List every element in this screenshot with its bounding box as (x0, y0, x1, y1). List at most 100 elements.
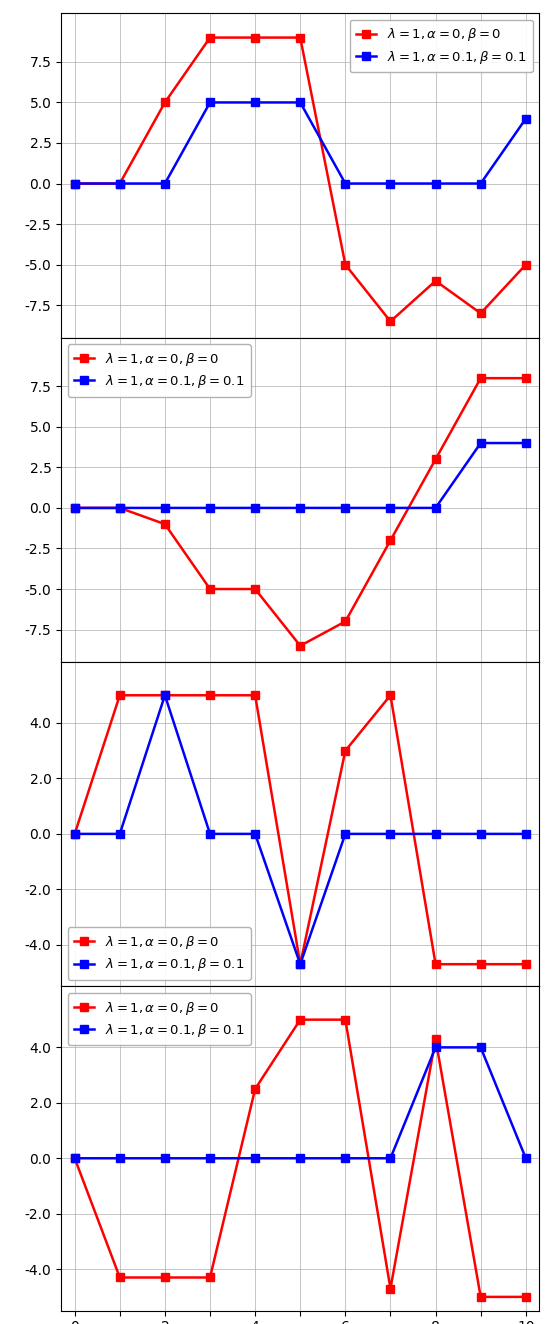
$\lambda = 1, \alpha = 0, \beta = 0$ (523, 1290, 529, 1305)
$\lambda = 1, \alpha = 0, \beta = 0$ (207, 29, 214, 45)
$\lambda = 1, \alpha = 0.1, \beta = 0.1$ (387, 1151, 394, 1166)
Line: $\lambda = 1, \alpha = 0, \beta = 0$: $\lambda = 1, \alpha = 0, \beta = 0$ (71, 33, 530, 326)
$\lambda = 1, \alpha = 0.1, \beta = 0.1$ (297, 1151, 304, 1166)
$\lambda = 1, \alpha = 0, \beta = 0$ (71, 826, 78, 842)
$\lambda = 1, \alpha = 0.1, \beta = 0.1$ (387, 826, 394, 842)
Line: $\lambda = 1, \alpha = 0.1, \beta = 0.1$: $\lambda = 1, \alpha = 0.1, \beta = 0.1$ (71, 98, 530, 188)
$\lambda = 1, \alpha = 0, \beta = 0$ (297, 956, 304, 972)
$\lambda = 1, \alpha = 0.1, \beta = 0.1$ (252, 500, 259, 516)
Line: $\lambda = 1, \alpha = 0, \beta = 0$: $\lambda = 1, \alpha = 0, \beta = 0$ (71, 1016, 530, 1301)
$\lambda = 1, \alpha = 0.1, \beta = 0.1$ (297, 94, 304, 110)
$\lambda = 1, \alpha = 0, \beta = 0$ (297, 1012, 304, 1027)
$\lambda = 1, \alpha = 0, \beta = 0$ (162, 516, 168, 532)
$\lambda = 1, \alpha = 0.1, \beta = 0.1$ (116, 1151, 123, 1166)
$\lambda = 1, \alpha = 0.1, \beta = 0.1$ (71, 500, 78, 516)
$\lambda = 1, \alpha = 0.1, \beta = 0.1$ (207, 94, 214, 110)
$\lambda = 1, \alpha = 0.1, \beta = 0.1$ (478, 826, 484, 842)
$\lambda = 1, \alpha = 0, \beta = 0$ (342, 743, 349, 759)
$\lambda = 1, \alpha = 0.1, \beta = 0.1$ (252, 826, 259, 842)
$\lambda = 1, \alpha = 0.1, \beta = 0.1$ (478, 1039, 484, 1055)
$\lambda = 1, \alpha = 0, \beta = 0$ (207, 687, 214, 703)
$\lambda = 1, \alpha = 0.1, \beta = 0.1$ (252, 94, 259, 110)
Line: $\lambda = 1, \alpha = 0, \beta = 0$: $\lambda = 1, \alpha = 0, \beta = 0$ (71, 373, 530, 650)
$\lambda = 1, \alpha = 0.1, \beta = 0.1$ (297, 500, 304, 516)
$\lambda = 1, \alpha = 0.1, \beta = 0.1$ (162, 687, 168, 703)
$\lambda = 1, \alpha = 0.1, \beta = 0.1$ (478, 436, 484, 451)
$\lambda = 1, \alpha = 0, \beta = 0$ (387, 532, 394, 548)
$\lambda = 1, \alpha = 0, \beta = 0$ (252, 29, 259, 45)
$\lambda = 1, \alpha = 0.1, \beta = 0.1$ (523, 111, 529, 127)
$\lambda = 1, \alpha = 0, \beta = 0$ (432, 1031, 439, 1047)
$\lambda = 1, \alpha = 0, \beta = 0$ (342, 257, 349, 273)
$\lambda = 1, \alpha = 0.1, \beta = 0.1$ (387, 176, 394, 192)
$\lambda = 1, \alpha = 0, \beta = 0$ (252, 581, 259, 597)
$\lambda = 1, \alpha = 0, \beta = 0$ (342, 613, 349, 629)
$\lambda = 1, \alpha = 0, \beta = 0$ (387, 314, 394, 330)
$\lambda = 1, \alpha = 0, \beta = 0$ (432, 956, 439, 972)
$\lambda = 1, \alpha = 0, \beta = 0$ (162, 94, 168, 110)
$\lambda = 1, \alpha = 0.1, \beta = 0.1$ (523, 826, 529, 842)
$\lambda = 1, \alpha = 0.1, \beta = 0.1$ (432, 176, 439, 192)
$\lambda = 1, \alpha = 0.1, \beta = 0.1$ (71, 1151, 78, 1166)
$\lambda = 1, \alpha = 0.1, \beta = 0.1$ (432, 826, 439, 842)
$\lambda = 1, \alpha = 0, \beta = 0$ (387, 687, 394, 703)
$\lambda = 1, \alpha = 0.1, \beta = 0.1$ (297, 956, 304, 972)
$\lambda = 1, \alpha = 0.1, \beta = 0.1$ (432, 1039, 439, 1055)
$\lambda = 1, \alpha = 0.1, \beta = 0.1$ (342, 826, 349, 842)
$\lambda = 1, \alpha = 0.1, \beta = 0.1$ (71, 826, 78, 842)
$\lambda = 1, \alpha = 0.1, \beta = 0.1$ (523, 1151, 529, 1166)
$\lambda = 1, \alpha = 0, \beta = 0$ (297, 638, 304, 654)
$\lambda = 1, \alpha = 0, \beta = 0$ (207, 581, 214, 597)
$\lambda = 1, \alpha = 0.1, \beta = 0.1$ (116, 826, 123, 842)
$\lambda = 1, \alpha = 0, \beta = 0$ (116, 687, 123, 703)
$\lambda = 1, \alpha = 0, \beta = 0$ (478, 1290, 484, 1305)
Legend: $\lambda = 1, \alpha = 0, \beta = 0$, $\lambda = 1, \alpha = 0.1, \beta = 0.1$: $\lambda = 1, \alpha = 0, \beta = 0$, $\… (68, 993, 251, 1046)
$\lambda = 1, \alpha = 0, \beta = 0$ (342, 1012, 349, 1027)
$\lambda = 1, \alpha = 0.1, \beta = 0.1$ (116, 500, 123, 516)
$\lambda = 1, \alpha = 0, \beta = 0$ (116, 500, 123, 516)
X-axis label: (b) Evolution of $s_2$ with time.: (b) Evolution of $s_2$ with time. (181, 694, 419, 715)
$\lambda = 1, \alpha = 0, \beta = 0$ (71, 500, 78, 516)
$\lambda = 1, \alpha = 0, \beta = 0$ (432, 273, 439, 289)
$\lambda = 1, \alpha = 0.1, \beta = 0.1$ (207, 826, 214, 842)
Legend: $\lambda = 1, \alpha = 0, \beta = 0$, $\lambda = 1, \alpha = 0.1, \beta = 0.1$: $\lambda = 1, \alpha = 0, \beta = 0$, $\… (68, 344, 251, 397)
$\lambda = 1, \alpha = 0, \beta = 0$ (432, 451, 439, 467)
$\lambda = 1, \alpha = 0, \beta = 0$ (387, 1280, 394, 1296)
X-axis label: (a) Evolution of $s_1$ with time.: (a) Evolution of $s_1$ with time. (181, 369, 419, 391)
$\lambda = 1, \alpha = 0, \beta = 0$ (523, 956, 529, 972)
$\lambda = 1, \alpha = 0, \beta = 0$ (523, 257, 529, 273)
$\lambda = 1, \alpha = 0.1, \beta = 0.1$ (207, 500, 214, 516)
$\lambda = 1, \alpha = 0.1, \beta = 0.1$ (71, 176, 78, 192)
$\lambda = 1, \alpha = 0.1, \beta = 0.1$ (387, 500, 394, 516)
Line: $\lambda = 1, \alpha = 0.1, \beta = 0.1$: $\lambda = 1, \alpha = 0.1, \beta = 0.1$ (71, 438, 530, 512)
$\lambda = 1, \alpha = 0, \beta = 0$ (297, 29, 304, 45)
$\lambda = 1, \alpha = 0.1, \beta = 0.1$ (162, 500, 168, 516)
Legend: $\lambda = 1, \alpha = 0, \beta = 0$, $\lambda = 1, \alpha = 0.1, \beta = 0.1$: $\lambda = 1, \alpha = 0, \beta = 0$, $\… (68, 927, 251, 980)
$\lambda = 1, \alpha = 0.1, \beta = 0.1$ (432, 500, 439, 516)
Line: $\lambda = 1, \alpha = 0, \beta = 0$: $\lambda = 1, \alpha = 0, \beta = 0$ (71, 691, 530, 968)
$\lambda = 1, \alpha = 0.1, \beta = 0.1$ (523, 436, 529, 451)
$\lambda = 1, \alpha = 0, \beta = 0$ (116, 1270, 123, 1286)
$\lambda = 1, \alpha = 0, \beta = 0$ (116, 176, 123, 192)
$\lambda = 1, \alpha = 0, \beta = 0$ (252, 1080, 259, 1096)
$\lambda = 1, \alpha = 0, \beta = 0$ (162, 687, 168, 703)
$\lambda = 1, \alpha = 0, \beta = 0$ (71, 1151, 78, 1166)
$\lambda = 1, \alpha = 0, \beta = 0$ (478, 306, 484, 322)
$\lambda = 1, \alpha = 0.1, \beta = 0.1$ (342, 176, 349, 192)
$\lambda = 1, \alpha = 0.1, \beta = 0.1$ (162, 1151, 168, 1166)
$\lambda = 1, \alpha = 0, \beta = 0$ (478, 371, 484, 387)
$\lambda = 1, \alpha = 0.1, \beta = 0.1$ (162, 176, 168, 192)
Line: $\lambda = 1, \alpha = 0.1, \beta = 0.1$: $\lambda = 1, \alpha = 0.1, \beta = 0.1$ (71, 1043, 530, 1162)
$\lambda = 1, \alpha = 0.1, \beta = 0.1$ (342, 1151, 349, 1166)
$\lambda = 1, \alpha = 0, \beta = 0$ (207, 1270, 214, 1286)
$\lambda = 1, \alpha = 0, \beta = 0$ (71, 176, 78, 192)
X-axis label: (c) Evolution of $u_1$ with time.: (c) Evolution of $u_1$ with time. (181, 1018, 420, 1039)
$\lambda = 1, \alpha = 0.1, \beta = 0.1$ (116, 176, 123, 192)
$\lambda = 1, \alpha = 0, \beta = 0$ (162, 1270, 168, 1286)
$\lambda = 1, \alpha = 0.1, \beta = 0.1$ (252, 1151, 259, 1166)
$\lambda = 1, \alpha = 0, \beta = 0$ (478, 956, 484, 972)
$\lambda = 1, \alpha = 0.1, \beta = 0.1$ (342, 500, 349, 516)
$\lambda = 1, \alpha = 0, \beta = 0$ (523, 371, 529, 387)
Legend: $\lambda = 1, \alpha = 0, \beta = 0$, $\lambda = 1, \alpha = 0.1, \beta = 0.1$: $\lambda = 1, \alpha = 0, \beta = 0$, $\… (350, 20, 533, 73)
Line: $\lambda = 1, \alpha = 0.1, \beta = 0.1$: $\lambda = 1, \alpha = 0.1, \beta = 0.1$ (71, 691, 530, 968)
